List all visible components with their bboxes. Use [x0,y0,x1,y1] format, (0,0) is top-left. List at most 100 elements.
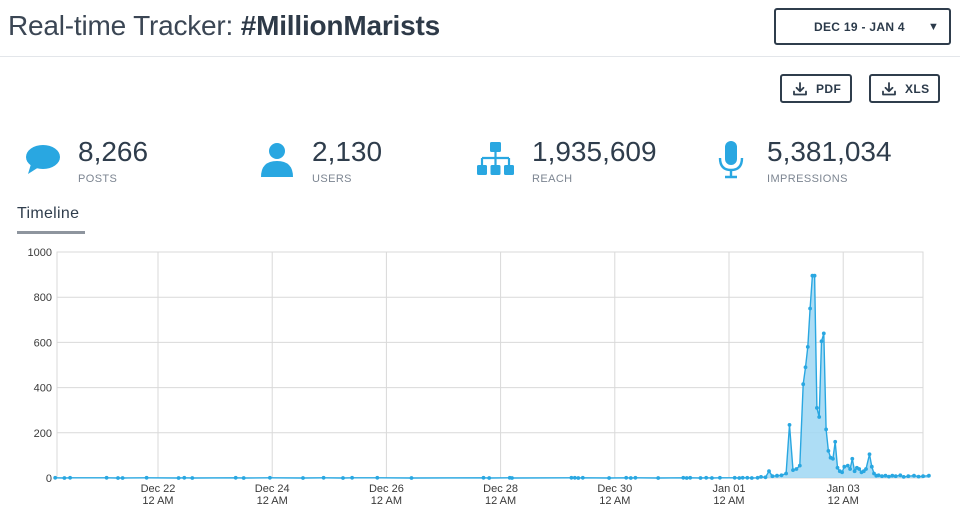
data-point [576,476,581,480]
tab-timeline[interactable]: Timeline [17,205,80,222]
data-point [688,475,693,480]
data-point [755,475,760,480]
stat-reach-value: 1,935,609 [532,136,657,167]
data-point [901,475,906,479]
data-point [867,452,872,457]
data-point [805,345,810,349]
chart-y-axis: 0 200 400 600 800 1000 [28,247,52,485]
data-point [341,476,345,480]
chart-series-area [55,275,929,479]
data-point [767,469,771,474]
stat-impressions-caption: IMPRESSIONS [767,173,848,185]
data-point [850,456,855,461]
x-tick-label-date: Dec 28 [483,483,518,495]
data-point [852,469,857,474]
data-point [835,465,840,470]
y-tick-label: 800 [34,292,52,304]
data-point [182,475,187,480]
data-point [409,476,414,480]
page-title-hashtag: #MillionMarists [240,10,440,41]
export-xls-label: XLS [905,82,930,96]
data-point [144,475,149,480]
page-title-prefix: Real-time Tracker: [8,10,241,41]
data-point [624,475,629,480]
data-point [927,473,931,478]
data-point [791,468,795,472]
export-pdf-button[interactable]: PDF [780,74,852,103]
x-tick-label-time: 12 AM [257,495,288,507]
data-point [710,476,714,480]
data-point [487,476,492,480]
x-tick-label-date: Jan 01 [712,483,745,495]
data-point [104,475,109,480]
data-point [797,463,802,468]
data-point [62,476,67,480]
chart-series-points [53,273,931,480]
speech-bubble-icon [26,145,60,174]
date-range-label: DEC 19 - JAN 4 [814,20,905,34]
y-tick-label: 1000 [28,247,52,259]
x-tick-label-date: Jan 03 [827,483,860,495]
series-area-fill [55,275,929,478]
user-icon [261,143,293,177]
data-point [921,474,925,479]
data-point [732,475,737,480]
stat-users-value: 2,130 [312,136,383,167]
data-point [842,464,847,469]
data-point [633,475,638,480]
data-point [321,475,326,480]
date-range-dropdown[interactable]: DEC 19 - JAN 4 ▼ [774,8,951,45]
data-point [628,476,633,480]
data-point [906,474,911,479]
x-tick-label-date: Dec 30 [597,483,632,495]
data-point [770,474,775,479]
data-point [869,464,874,469]
data-point [116,476,120,480]
data-point [681,475,686,480]
data-point [887,474,891,479]
data-point [233,475,238,480]
data-point [880,474,884,479]
data-point [794,467,799,471]
data-point [831,456,835,461]
export-xls-button[interactable]: XLS [869,74,940,103]
series-line [55,275,929,479]
data-point [375,475,380,480]
data-point [840,470,844,475]
data-point [68,475,72,480]
data-point [607,476,611,480]
x-tick-label-date: Dec 22 [141,483,176,495]
data-point [698,476,703,480]
data-point [876,473,881,478]
x-tick-label-time: 12 AM [713,495,744,507]
data-point [808,306,812,311]
export-pdf-label: PDF [816,82,842,96]
download-icon [882,82,896,96]
x-tick-label-time: 12 AM [599,495,630,507]
data-point [833,439,838,444]
data-point [120,476,125,480]
data-point [821,331,826,336]
data-point [684,476,689,480]
data-point [787,423,792,427]
data-point [241,476,246,480]
data-point [301,476,305,480]
data-point [510,476,514,480]
network-icon [477,142,514,175]
x-tick-label-time: 12 AM [371,495,402,507]
data-point [718,475,722,480]
data-point [763,475,768,480]
data-point [759,475,763,479]
header-bar: Real-time Tracker: #MillionMarists DEC 1… [0,0,960,57]
data-point [890,473,895,478]
data-point [190,476,195,480]
data-point [893,474,898,479]
data-point [801,382,806,387]
x-tick-label-time: 12 AM [485,495,516,507]
data-point [481,475,486,480]
data-point [916,474,921,479]
data-point [819,339,824,344]
x-tick-label-date: Dec 24 [255,483,290,495]
data-point [176,476,181,480]
